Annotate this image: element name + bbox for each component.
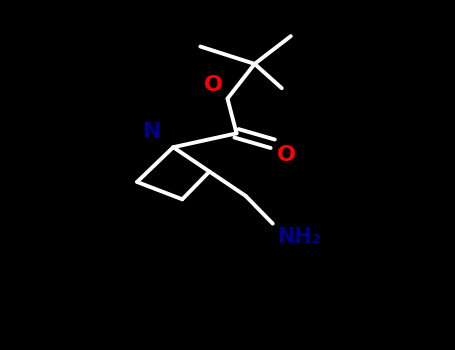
- Text: O: O: [277, 146, 296, 166]
- Text: O: O: [204, 75, 223, 95]
- Text: NH₂: NH₂: [277, 227, 321, 247]
- Text: N: N: [143, 122, 162, 142]
